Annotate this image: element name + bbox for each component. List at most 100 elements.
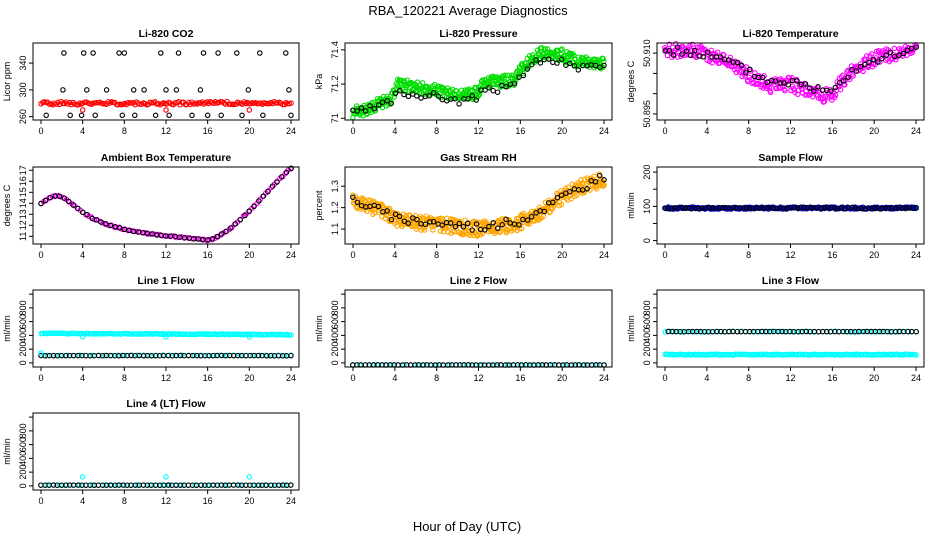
data-point-black bbox=[223, 228, 229, 235]
data-point-black bbox=[516, 222, 522, 228]
data-point-cyan bbox=[246, 334, 253, 340]
data-point-cyan bbox=[288, 332, 294, 338]
data-point-black bbox=[79, 209, 86, 216]
data-point-black bbox=[746, 205, 753, 212]
data-point-magenta bbox=[192, 235, 199, 242]
y-tick-label: 600 bbox=[18, 437, 28, 452]
data-point-black bbox=[787, 204, 794, 211]
data-point-black bbox=[175, 50, 182, 56]
data-point-orange bbox=[540, 213, 547, 220]
data-point-black bbox=[516, 74, 522, 80]
data-point-orange bbox=[558, 201, 565, 208]
data-point-black bbox=[734, 59, 741, 66]
y-tick-label: 400 bbox=[18, 451, 28, 466]
chart-title: Line 3 Flow bbox=[762, 275, 820, 287]
data-point-black bbox=[198, 482, 204, 488]
data-point-black bbox=[288, 112, 294, 119]
x-tick-label: 0 bbox=[38, 496, 43, 506]
chart-line1: Line 1 Flow ml/min 0 4 8 12 16 20 24 0 20040060080… bbox=[2, 275, 300, 383]
data-point-black bbox=[50, 482, 57, 488]
y-tick-label: 11 bbox=[18, 232, 28, 241]
data-point-black bbox=[494, 225, 501, 232]
data-point-black bbox=[702, 205, 709, 211]
data-point-black bbox=[503, 84, 509, 90]
data-point-black bbox=[499, 222, 505, 228]
data-point-black bbox=[63, 352, 69, 359]
data-point-black bbox=[704, 49, 711, 55]
data-point-cyan bbox=[163, 334, 169, 340]
x-tick-label: 20 bbox=[869, 373, 879, 383]
data-point-black bbox=[811, 204, 817, 211]
data-point-black bbox=[200, 237, 206, 243]
data-point-cyan bbox=[57, 482, 63, 488]
data-point-black bbox=[119, 112, 126, 119]
x-tick-label: 12 bbox=[473, 373, 483, 383]
data-point-black bbox=[200, 50, 207, 56]
data-point-red bbox=[246, 107, 253, 113]
data-point-black bbox=[430, 90, 437, 96]
y-axis-label: percent bbox=[314, 190, 324, 221]
data-point-black bbox=[379, 99, 386, 105]
data-point-magenta bbox=[695, 48, 702, 54]
data-point-black bbox=[818, 205, 824, 211]
data-point-black bbox=[158, 50, 164, 56]
x-tick-label: 12 bbox=[785, 250, 795, 260]
data-point-cyan bbox=[237, 352, 243, 359]
data-point-black bbox=[802, 81, 809, 87]
x-tick-label: 0 bbox=[350, 126, 355, 136]
data-point-orange bbox=[494, 229, 500, 235]
data-point-magenta bbox=[831, 94, 838, 101]
data-point-magenta bbox=[767, 89, 774, 96]
data-point-black bbox=[875, 205, 882, 212]
data-points bbox=[350, 45, 607, 121]
chart-title: Li-820 Pressure bbox=[439, 28, 517, 40]
data-point-black bbox=[760, 74, 766, 81]
data-point-black bbox=[482, 227, 488, 233]
data-point-magenta bbox=[689, 41, 696, 48]
data-point-black bbox=[567, 188, 573, 195]
data-point-black bbox=[251, 203, 257, 210]
x-tick-label: 8 bbox=[746, 126, 751, 136]
x-tick-label: 24 bbox=[286, 250, 296, 260]
data-point-black bbox=[276, 482, 282, 488]
data-point-black bbox=[726, 57, 732, 63]
x-tick-label: 8 bbox=[122, 126, 127, 136]
y-axis-label: Licor ppm bbox=[2, 62, 12, 102]
data-point-green bbox=[601, 58, 607, 65]
x-tick-label: 4 bbox=[80, 496, 85, 506]
y-tick-label: 12 bbox=[18, 220, 28, 230]
data-point-black bbox=[860, 328, 867, 335]
x-tick-label: 20 bbox=[557, 126, 567, 136]
x-tick-label: 4 bbox=[704, 250, 709, 260]
data-point-black bbox=[274, 179, 280, 185]
data-point-black bbox=[397, 88, 403, 94]
data-point-orange bbox=[587, 187, 593, 193]
data-point-black bbox=[209, 236, 216, 242]
data-point-black bbox=[92, 112, 98, 119]
data-point-black bbox=[889, 205, 896, 211]
data-point-black bbox=[781, 80, 787, 86]
data-point-black bbox=[692, 205, 699, 212]
data-point-cyan bbox=[79, 474, 86, 480]
data-point-black bbox=[173, 87, 180, 93]
data-point-cyan bbox=[163, 474, 169, 480]
data-point-black bbox=[845, 204, 851, 211]
plot-frame bbox=[344, 289, 613, 368]
data-point-orange bbox=[601, 182, 607, 188]
y-tick-label: 800 bbox=[18, 423, 28, 438]
data-point-black bbox=[242, 212, 248, 219]
data-point-black bbox=[596, 172, 603, 179]
data-point-black bbox=[232, 221, 239, 227]
data-point-black bbox=[785, 82, 792, 88]
data-point-black bbox=[803, 328, 810, 335]
data-point-green bbox=[514, 74, 520, 81]
data-point-magenta bbox=[666, 41, 673, 48]
data-point-black bbox=[152, 112, 159, 119]
data-point-black bbox=[256, 198, 262, 204]
data-point-black bbox=[354, 108, 360, 114]
data-point-black bbox=[75, 205, 81, 212]
x-tick-label: 4 bbox=[80, 250, 85, 260]
data-point-orange bbox=[578, 177, 584, 183]
data-point-black bbox=[679, 51, 685, 57]
x-tick-label: 12 bbox=[473, 126, 483, 136]
